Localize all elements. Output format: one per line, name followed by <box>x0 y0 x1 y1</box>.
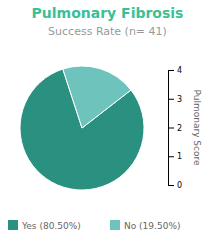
tick-mark <box>168 156 174 157</box>
tick-label: 0 <box>177 181 182 190</box>
pie-slice <box>63 66 131 128</box>
tick-mark <box>168 128 174 129</box>
legend-swatch <box>110 220 120 230</box>
legend-label: Yes (80.50%) <box>21 221 81 231</box>
tick: 2 <box>168 124 182 133</box>
tick-label: 1 <box>177 152 182 161</box>
pie <box>20 66 144 190</box>
legend-swatch <box>8 220 18 230</box>
legend: Yes (80.50%) No (19.50%) <box>8 220 180 231</box>
tick-label: 2 <box>177 124 182 133</box>
tick-label: 3 <box>177 95 182 104</box>
legend-item: No (19.50%) <box>110 220 180 231</box>
tick: 0 <box>168 181 182 190</box>
y-axis: 0 1 2 3 4 <box>168 66 182 190</box>
legend-label: No (19.50%) <box>124 221 180 231</box>
tick-label: 4 <box>177 66 182 75</box>
tick: 1 <box>168 152 182 161</box>
legend-item: Yes (80.50%) <box>8 220 81 231</box>
axis-title: Pulmonary Score <box>192 89 202 166</box>
title: Pulmonary Fibrosis <box>32 5 184 21</box>
subtitle: Success Rate (n= 41) <box>48 25 167 38</box>
chart: Pulmonary Fibrosis Success Rate (n= 41) 0 1… <box>0 0 215 250</box>
tick-mark <box>168 99 174 100</box>
tick-mark <box>168 70 174 71</box>
tick: 4 <box>168 66 182 75</box>
tick-mark <box>168 185 174 186</box>
tick: 3 <box>168 95 182 104</box>
